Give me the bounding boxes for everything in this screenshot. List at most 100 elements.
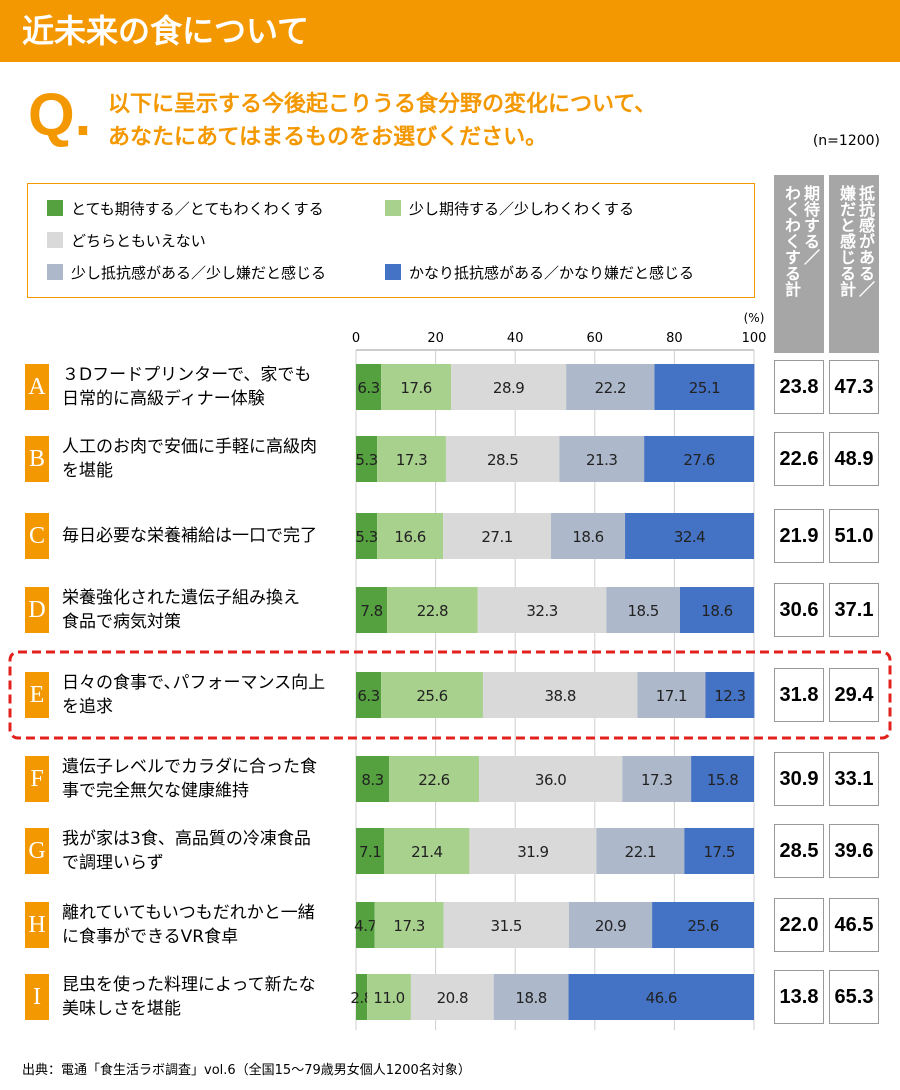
- bar-value-label: 17.1: [656, 687, 687, 705]
- bar-segment: [684, 828, 754, 874]
- legend-swatch: [385, 264, 401, 280]
- bar-value-label: 21.3: [586, 451, 617, 469]
- bar-segment: [606, 587, 680, 633]
- page-title: 近未来の食について: [0, 0, 900, 62]
- bar-value-label: 25.1: [689, 379, 720, 397]
- legend-swatch: [385, 200, 401, 216]
- bar-segment: [568, 902, 653, 948]
- bar-segment: [381, 672, 483, 718]
- bar-value-label: 6.3: [357, 379, 379, 397]
- bar-value-label: 18.8: [515, 989, 546, 1007]
- bar-value-label: 32.4: [674, 528, 705, 546]
- bar-segment: [622, 756, 692, 802]
- bar-segment: [356, 902, 375, 948]
- summary-cell: 65.3: [829, 970, 879, 1024]
- summary-cell: 29.4: [829, 668, 879, 722]
- summary-cell: 21.9: [774, 509, 824, 563]
- bar-segment: [356, 828, 385, 874]
- bar-value-label: 7.1: [359, 843, 381, 861]
- bar-value-label: 17.5: [703, 843, 734, 861]
- bar-value-label: 12.3: [714, 687, 745, 705]
- bar-value-label: 22.6: [418, 771, 449, 789]
- x-tick-label: 0: [352, 331, 360, 346]
- bar-value-label: 18.5: [627, 602, 658, 620]
- bar-value-label: 17.3: [641, 771, 672, 789]
- bar-value-label: 6.3: [357, 687, 379, 705]
- category-letter: F: [25, 756, 49, 802]
- bar-value-label: 17.3: [393, 917, 424, 935]
- bar-segment: [493, 974, 569, 1020]
- bar-value-label: 25.6: [416, 687, 447, 705]
- source-note: 出典：電通「食生活ラボ調査」vol.6（全国15～79歳男女個人1200名対象）: [22, 1063, 471, 1078]
- bar-value-label: 15.8: [707, 771, 738, 789]
- category-label: 昆虫を使った料理によって新たな 美味しさを堪能: [62, 975, 316, 1019]
- x-tick-label: 40: [507, 331, 524, 346]
- legend-label: どちらともいえない: [71, 232, 206, 250]
- category-letter: B: [25, 436, 49, 482]
- category-label: 離れていてもいつもだれかと一緒 に食事ができるVR食卓: [62, 903, 315, 947]
- bar-value-label: 22.8: [417, 602, 448, 620]
- category-letter: D: [25, 587, 49, 633]
- sample-size: (n=1200): [812, 133, 880, 149]
- summary-cell: 39.6: [829, 824, 879, 878]
- bar-segment: [443, 902, 569, 948]
- legend-swatch: [47, 232, 63, 248]
- category-letter: H: [25, 902, 49, 948]
- bar-segment: [356, 672, 382, 718]
- bar-segment: [625, 513, 754, 559]
- bar-segment: [367, 974, 411, 1020]
- bar-segment: [654, 364, 755, 410]
- summary-cell: 28.5: [774, 824, 824, 878]
- bar-segment: [443, 513, 552, 559]
- bar-value-label: 27.6: [683, 451, 714, 469]
- bar-segment: [478, 756, 623, 802]
- summary-cell: 51.0: [829, 509, 879, 563]
- bar-value-label: 18.6: [701, 602, 732, 620]
- x-tick-label: 100: [742, 331, 767, 346]
- category-letter: G: [25, 828, 49, 874]
- bar-value-label: 8.3: [361, 771, 383, 789]
- question-text: 以下に呈示する今後起こりうる食分野の変化について、 あなたにあてはまるものをお選…: [108, 92, 657, 150]
- bar-value-label: 20.9: [595, 917, 626, 935]
- bar-value-label: 11.0: [373, 989, 404, 1007]
- bar-segment: [551, 513, 626, 559]
- summary-cell: 37.1: [829, 583, 879, 637]
- legend-label: とても期待する／とてもわくわくする: [71, 200, 324, 218]
- category-label: 人工のお肉で安価に手軽に高級肉 を堪能: [62, 437, 317, 481]
- category-label: 栄養強化された遺伝子組み換え 食品で病気対策: [62, 588, 300, 632]
- summary-cell: 48.9: [829, 432, 879, 486]
- bar-segment: [356, 513, 378, 559]
- summary-header: 期待する／ わくわくする計: [774, 175, 824, 353]
- category-letter: I: [25, 974, 49, 1020]
- bar-segment: [445, 436, 560, 482]
- bar-value-label: 20.8: [437, 989, 468, 1007]
- bar-segment: [387, 587, 478, 633]
- category-label: 遺伝子レベルでカラダに合った食 事で完全無欠な健康維持: [62, 757, 317, 801]
- category-label: 毎日必要な栄養補給は一口で完了: [62, 526, 317, 546]
- summary-cell: 23.8: [774, 360, 824, 414]
- bar-value-label: 17.6: [400, 379, 431, 397]
- category-label: 日々の食事で､パフォーマンス向上 を追求: [62, 673, 326, 717]
- bar-value-label: 38.8: [544, 687, 575, 705]
- category-label: 我が家は3食、高品質の冷凍食品 で調理いらず: [62, 829, 311, 873]
- x-tick-label: 60: [587, 331, 604, 346]
- bar-value-label: 46.6: [646, 989, 677, 1007]
- bar-value-label: 31.5: [491, 917, 522, 935]
- bar-segment: [384, 828, 470, 874]
- x-tick-label: 20: [427, 331, 444, 346]
- category-letter: E: [25, 672, 49, 718]
- bar-segment: [652, 902, 754, 948]
- bar-segment: [377, 436, 446, 482]
- bar-value-label: 28.5: [487, 451, 518, 469]
- bar-segment: [374, 902, 444, 948]
- summary-cell: 33.1: [829, 752, 879, 806]
- unit-label: (%): [744, 311, 765, 325]
- bar-segment: [705, 672, 755, 718]
- bar-value-label: 22.1: [625, 843, 656, 861]
- summary-cell: 46.5: [829, 898, 879, 952]
- bar-segment: [451, 364, 567, 410]
- summary-cell: 22.6: [774, 432, 824, 486]
- bar-segment: [356, 974, 368, 1020]
